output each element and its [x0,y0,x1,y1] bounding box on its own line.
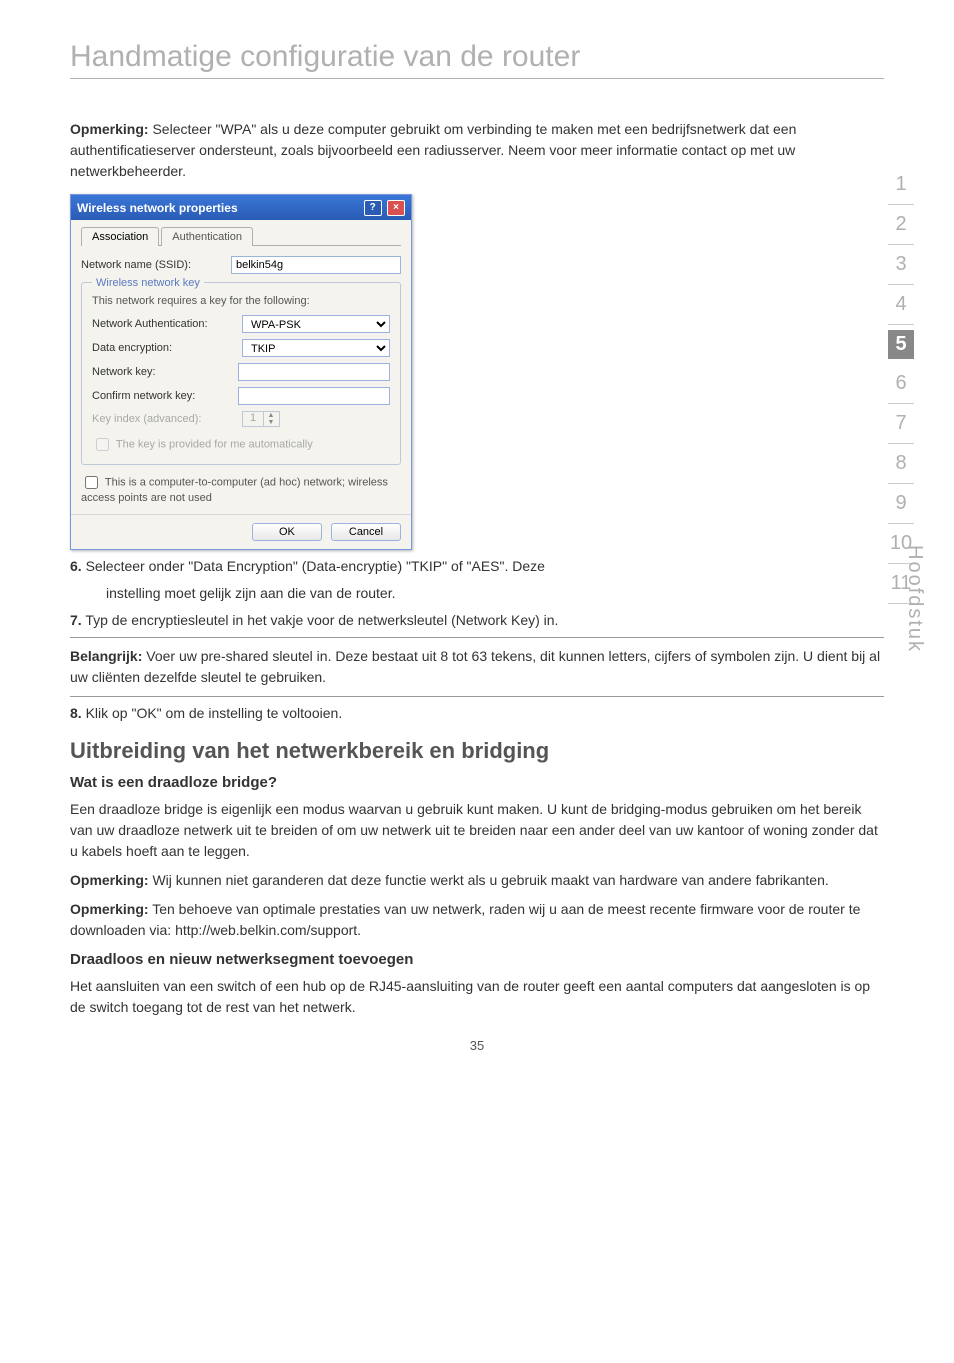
nav-item-9[interactable]: 9 [888,484,914,524]
network-key-label: Network key: [92,366,238,378]
confirm-key-input[interactable] [238,387,390,405]
nav-item-5[interactable]: 5 [888,330,914,359]
spinner-arrows-icon: ▲▼ [263,412,278,426]
tab-authentication[interactable]: Authentication [161,227,253,246]
step-6-cont: instelling moet gelijk zijn aan die van … [70,583,884,604]
belangrijk-label: Belangrijk: [70,648,142,664]
auth-select[interactable]: WPA-PSK [242,315,390,333]
page-title: Handmatige configuratie van de router [70,40,884,79]
ssid-input[interactable] [231,256,401,274]
auto-key-label: The key is provided for me automatically [116,438,313,450]
intro-label: Opmerking: [70,121,149,137]
nav-item-6[interactable]: 6 [888,364,914,404]
step-7-num: 7. [70,612,82,628]
dialog-tabs: Association Authentication [81,226,401,246]
dialog-title: Wireless network properties [77,201,238,215]
cancel-button[interactable]: Cancel [331,523,401,541]
wireless-properties-dialog: Wireless network properties ? × Associat… [70,194,412,550]
encryption-select[interactable]: TKIP [242,339,390,357]
key-index-spinner: 1 ▲▼ [242,411,280,427]
ssid-label: Network name (SSID): [81,259,231,271]
wireless-key-fieldset: Wireless network key This network requir… [81,282,401,465]
auto-key-row: The key is provided for me automatically [92,435,390,454]
confirm-key-label: Confirm network key: [92,390,238,402]
divider [70,637,884,638]
dialog-titlebar: Wireless network properties ? × [71,195,411,220]
section-heading: Uitbreiding van het netwerkbereik en bri… [70,738,884,764]
close-icon[interactable]: × [387,200,405,216]
network-key-input[interactable] [238,363,390,381]
paragraph-2: Het aansluiten van een switch of een hub… [70,976,884,1018]
nav-item-8[interactable]: 8 [888,444,914,484]
step-7: 7. Typ de encryptiesleutel in het vakje … [70,610,884,631]
step-6: 6. Selecteer onder "Data Encryption" (Da… [70,556,884,577]
sub-heading-2: Draadloos en nieuw netwerksegment toevoe… [70,951,884,968]
step-8-text: Klik op "OK" om de instelling te voltooi… [82,705,343,721]
ok-button[interactable]: OK [252,523,322,541]
adhoc-checkbox[interactable] [85,476,98,489]
encryption-label: Data encryption: [92,342,242,354]
fieldset-text: This network requires a key for the foll… [92,295,390,307]
key-index-label: Key index (advanced): [92,413,242,425]
belangrijk-text: Voer uw pre-shared sleutel in. Deze best… [70,648,880,685]
dialog-footer: OK Cancel [71,514,411,549]
step-6-num: 6. [70,558,82,574]
help-icon[interactable]: ? [364,200,382,216]
nav-item-3[interactable]: 3 [888,245,914,285]
note-1-label: Opmerking: [70,872,149,888]
note-1: Opmerking: Wij kunnen niet garanderen da… [70,870,884,891]
note-2-text: Ten behoeve van optimale prestaties van … [70,901,860,938]
note-1-text: Wij kunnen niet garanderen dat deze func… [149,872,829,888]
chapter-nav: 1 2 3 4 5 6 7 8 9 10 11 Hoofdstuk [876,165,926,604]
page-number: 35 [70,1038,884,1053]
paragraph-1: Een draadloze bridge is eigenlijk een mo… [70,799,884,862]
sub-heading-1: Wat is een draadloze bridge? [70,774,884,791]
auth-label: Network Authentication: [92,318,242,330]
auto-key-checkbox [96,438,109,451]
note-2-label: Opmerking: [70,901,149,917]
sidebar-label: Hoofdstuk [903,545,926,653]
step-7-text: Typ de encryptiesleutel in het vakje voo… [82,612,559,628]
intro-note: Opmerking: Selecteer "WPA" als u deze co… [70,119,884,182]
nav-item-7[interactable]: 7 [888,404,914,444]
nav-item-1[interactable]: 1 [888,165,914,205]
nav-item-2[interactable]: 2 [888,205,914,245]
adhoc-row: This is a computer-to-computer (ad hoc) … [81,473,401,504]
adhoc-label: This is a computer-to-computer (ad hoc) … [81,476,388,504]
step-8: 8. Klik op "OK" om de instelling te volt… [70,703,884,724]
fieldset-legend: Wireless network key [92,277,204,289]
nav-item-4[interactable]: 4 [888,285,914,325]
step-6-text: Selecteer onder "Data Encryption" (Data-… [82,558,545,574]
divider [70,696,884,697]
step-8-num: 8. [70,705,82,721]
key-index-value: 1 [243,412,263,426]
note-2: Opmerking: Ten behoeve van optimale pres… [70,899,884,941]
belangrijk-note: Belangrijk: Voer uw pre-shared sleutel i… [70,646,884,688]
tab-association[interactable]: Association [81,227,159,246]
intro-text: Selecteer "WPA" als u deze computer gebr… [70,121,796,179]
